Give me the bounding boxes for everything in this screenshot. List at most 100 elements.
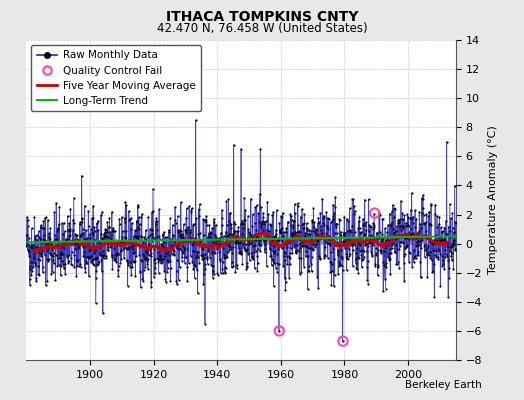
Point <box>300 220 308 226</box>
Point <box>434 256 442 262</box>
Point <box>355 214 364 220</box>
Point <box>310 224 318 230</box>
Point <box>192 267 201 273</box>
Point <box>271 264 280 271</box>
Point <box>37 251 46 257</box>
Point <box>337 231 345 238</box>
Point <box>54 225 62 231</box>
Point <box>367 238 376 244</box>
Point <box>384 237 392 243</box>
Point <box>369 236 378 242</box>
Point <box>80 202 89 209</box>
Point <box>247 240 255 247</box>
Point <box>188 258 196 265</box>
Point <box>33 244 41 250</box>
Point <box>112 237 120 244</box>
Point <box>107 254 116 260</box>
Point <box>422 251 431 257</box>
Point <box>138 276 147 282</box>
Point <box>47 251 55 257</box>
Point <box>316 254 324 261</box>
Point <box>351 238 359 244</box>
Point <box>223 254 232 260</box>
Point <box>324 254 332 261</box>
Point <box>148 238 156 244</box>
Point <box>428 240 436 246</box>
Point <box>111 228 119 235</box>
Point <box>446 228 454 234</box>
Point <box>228 259 236 266</box>
Point <box>40 232 48 238</box>
Point <box>79 253 88 259</box>
Point <box>70 195 78 201</box>
Point <box>143 250 151 256</box>
Point <box>158 258 167 265</box>
Point <box>390 214 398 220</box>
Point <box>187 207 195 213</box>
Point <box>418 210 427 216</box>
Point <box>256 237 264 244</box>
Point <box>340 233 348 239</box>
Point <box>441 247 449 254</box>
Point <box>110 244 118 251</box>
Point <box>213 243 221 250</box>
Point <box>409 236 418 242</box>
Point <box>100 233 108 240</box>
Point <box>210 216 218 222</box>
Point <box>145 252 153 258</box>
Point <box>111 256 119 263</box>
Point <box>31 233 39 240</box>
Point <box>160 252 169 259</box>
Point <box>355 255 363 261</box>
Point <box>177 199 185 206</box>
Point <box>359 216 367 222</box>
Point <box>265 234 273 241</box>
Point <box>281 286 290 293</box>
Point <box>328 268 336 274</box>
Point <box>227 264 236 270</box>
Point <box>312 226 321 232</box>
Point <box>165 248 173 254</box>
Point <box>336 262 344 268</box>
Point <box>451 220 460 226</box>
Point <box>377 247 385 253</box>
Point <box>312 237 321 244</box>
Point <box>373 238 381 244</box>
Legend: Raw Monthly Data, Quality Control Fail, Five Year Moving Average, Long-Term Tren: Raw Monthly Data, Quality Control Fail, … <box>31 45 201 111</box>
Point <box>249 236 258 242</box>
Point <box>263 233 271 239</box>
Point <box>381 260 390 266</box>
Point <box>266 253 275 260</box>
Point <box>71 231 80 238</box>
Point <box>253 234 261 240</box>
Point <box>419 212 428 218</box>
Point <box>27 259 35 266</box>
Point <box>347 241 355 248</box>
Point <box>97 212 105 218</box>
Point <box>148 234 157 240</box>
Point <box>124 261 132 268</box>
Point <box>292 234 301 241</box>
Point <box>280 248 289 255</box>
Point <box>302 253 310 260</box>
Point <box>282 229 291 235</box>
Point <box>198 244 206 251</box>
Point <box>125 217 133 223</box>
Point <box>161 234 169 241</box>
Point <box>146 253 155 260</box>
Point <box>258 220 266 227</box>
Point <box>413 239 421 245</box>
Point <box>252 227 260 234</box>
Point <box>350 242 358 248</box>
Point <box>101 226 110 232</box>
Point <box>48 242 57 248</box>
Point <box>414 252 422 258</box>
Point <box>422 232 430 238</box>
Point <box>226 245 235 252</box>
Point <box>195 239 203 245</box>
Point <box>130 258 138 265</box>
Point <box>443 253 452 260</box>
Point <box>237 250 246 256</box>
Point <box>159 232 167 238</box>
Point <box>293 242 301 248</box>
